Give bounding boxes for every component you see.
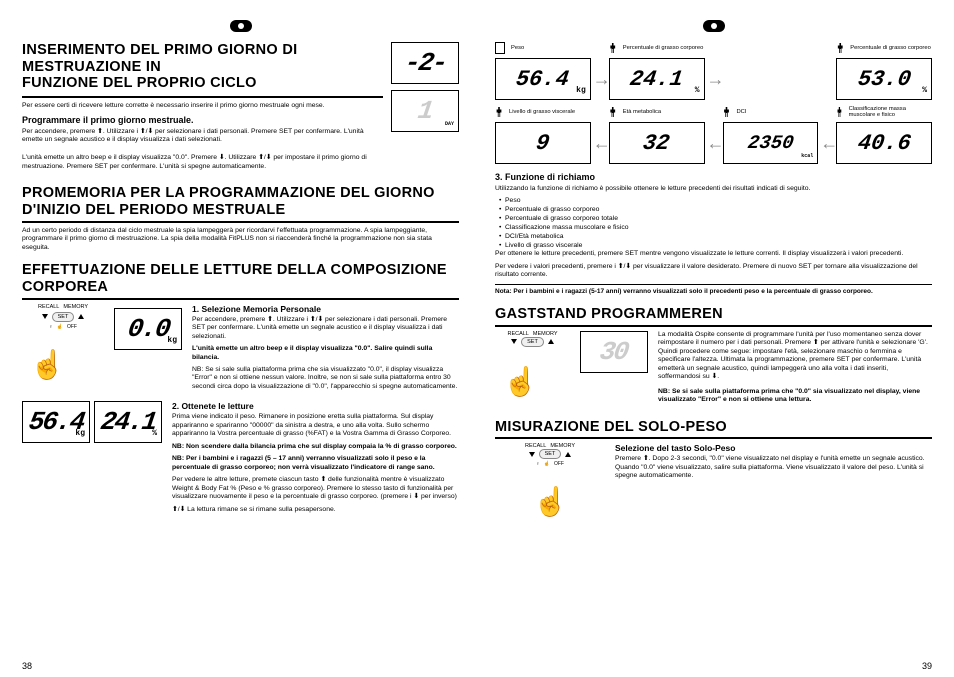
step-title: 3. Funzione di richiamo — [495, 172, 932, 182]
heading-3: EFFETTUAZIONE DELLE LETTURE DELLA COMPOS… — [22, 262, 459, 299]
page-number: 38 — [22, 661, 32, 671]
list-item: DCI/Età metabolica — [495, 233, 932, 242]
heading-1: INSERIMENTO DEL PRIMO GIORNO DI MESTRUAZ… — [22, 42, 383, 92]
lcd-display: 53.0% — [836, 58, 932, 100]
controls-illustration: RECALLMEMORY SET ♀☝OFF — [22, 304, 104, 396]
person-icon — [495, 107, 503, 117]
scale-icon — [495, 42, 505, 54]
header-icon — [703, 20, 725, 32]
heading-solo: MISURAZIONE DEL SOLO-PESO — [495, 419, 932, 440]
body-text: Per vedere i valori precedenti, premere … — [495, 263, 932, 280]
body-text: Premere ⬆. Dopo 2-3 secondi, "0.0" viene… — [615, 455, 932, 480]
person-icon — [723, 107, 731, 117]
lcd-display: 30 — [580, 331, 648, 373]
up-button-icon — [78, 314, 84, 319]
person-icon — [609, 107, 617, 117]
heading-gast: GASTSTAND PROGRAMMEREN — [495, 306, 932, 327]
lcd-display: 24.1% — [94, 401, 162, 443]
controls-illustration: RECALLMEMORY SET — [495, 331, 570, 409]
list-item: Percentuale di grasso corporeo — [495, 206, 932, 215]
up-button-icon — [548, 339, 554, 344]
lcd-display: -2- — [391, 42, 459, 84]
hand-icon — [22, 330, 62, 380]
controls-illustration: RECALLMEMORY SET ♀☝OFF — [495, 443, 605, 517]
body-text: La modalità Ospite consente di programma… — [658, 331, 932, 382]
lcd-display: 9 — [495, 122, 591, 164]
down-button-icon — [42, 314, 48, 319]
hand-icon — [525, 467, 565, 517]
person-icon — [836, 107, 842, 117]
page-number: 39 — [922, 661, 932, 671]
body-text: Per accendere, premere ⬆. Utilizzare i ⬆… — [22, 128, 383, 145]
note-text: NB: Se si sale sulla piattaforma prima c… — [658, 388, 932, 405]
subheading-1: Programmare il primo giorno mestruale. — [22, 115, 383, 125]
page-38: INSERIMENTO DEL PRIMO GIORNO DI MESTRUAZ… — [0, 0, 477, 677]
section-recall: 3. Funzione di richiamo Utilizzando la f… — [495, 172, 932, 296]
body-text: L'unità emette un altro beep e il displa… — [192, 345, 459, 362]
note-text: NB: Per i bambini e i ragazzi (5 – 17 an… — [172, 455, 459, 472]
lcd-display: 0.0kg — [114, 308, 182, 350]
list-item: Classificazione massa muscolare e fisico — [495, 224, 932, 233]
person-icon — [836, 43, 844, 53]
heading-2: PROMEMORIA PER LA PROGRAMMAZIONE DEL GIO… — [22, 185, 459, 222]
set-button-icon: SET — [539, 449, 562, 459]
body-text: Per accendere, premere ⬆. Utilizzare i ⬆… — [192, 316, 459, 341]
list-item: Peso — [495, 197, 932, 206]
lcd-display: 56.4kg — [22, 401, 90, 443]
step-title: 2. Ottenete le letture — [172, 401, 459, 411]
section-gaststand: GASTSTAND PROGRAMMEREN RECALLMEMORY SET … — [495, 306, 932, 409]
header-icon — [230, 20, 252, 32]
note-text: Nota: Per i bambini e i ragazzi (5-17 an… — [495, 284, 932, 296]
section-1: INSERIMENTO DEL PRIMO GIORNO DI MESTRUAZ… — [22, 42, 459, 175]
lcd-column: -2- 1DAY — [391, 42, 459, 175]
intro-text: Per essere certi di ricevere letture cor… — [22, 102, 383, 110]
arrow-right-icon: → — [593, 69, 607, 90]
lcd-display: 32 — [609, 122, 705, 164]
section-3: EFFETTUAZIONE DELLE LETTURE DELLA COMPOS… — [22, 262, 459, 518]
arrow-left-icon: ← — [593, 133, 607, 154]
display-flow-diagram: Peso Percentuale di grasso corporeo Perc… — [495, 42, 932, 164]
down-button-icon — [511, 339, 517, 344]
hand-icon — [495, 347, 535, 397]
person-icon — [609, 43, 617, 53]
lcd-display: 2350kcal — [723, 122, 819, 164]
arrow-right-icon: → — [707, 69, 721, 90]
body-text: Per ottenere le letture precedenti, prem… — [495, 250, 932, 258]
lcd-display: 56.4kg — [495, 58, 591, 100]
lcd-display: 1DAY — [391, 90, 459, 132]
set-button-icon: SET — [521, 337, 544, 347]
set-button-icon: SET — [52, 312, 75, 322]
arrow-left-icon: ← — [820, 133, 834, 154]
lcd-display: 40.6 — [836, 122, 932, 164]
body-text: ⬆/⬇ La lettura rimane se si rimane sulla… — [172, 506, 459, 514]
step-title: 1. Selezione Memoria Personale — [192, 304, 459, 314]
down-button-icon — [529, 452, 535, 457]
note-text: NB: Se si sale sulla piattaforma prima c… — [192, 366, 459, 391]
note-text: NB: Non scendere dalla bilancia prima ch… — [172, 443, 459, 451]
list-item: Percentuale di grasso corporeo totale — [495, 215, 932, 224]
body-text: L'unità emette un altro beep e il displa… — [22, 154, 383, 171]
subheading-solo: Selezione del tasto Solo-Peso — [615, 443, 932, 453]
up-button-icon — [565, 452, 571, 457]
lcd-display: 24.1% — [609, 58, 705, 100]
body-text: Utilizzando la funzione di richiamo è po… — [495, 185, 932, 193]
list-item: Livello di grasso viscerale — [495, 242, 932, 251]
recall-list: PesoPercentuale di grasso corporeoPercen… — [495, 197, 932, 250]
page-39: Peso Percentuale di grasso corporeo Perc… — [477, 0, 954, 677]
body-text: Per vedere le altre letture, premete cia… — [172, 476, 459, 501]
section-solopeso: MISURAZIONE DEL SOLO-PESO RECALLMEMORY S… — [495, 419, 932, 518]
body-text: Prima viene indicato il peso. Rimanere i… — [172, 413, 459, 438]
body-text: Ad un certo periodo di distanza dal cicl… — [22, 227, 459, 252]
arrow-left-icon: ← — [707, 133, 721, 154]
section-2: PROMEMORIA PER LA PROGRAMMAZIONE DEL GIO… — [22, 185, 459, 252]
